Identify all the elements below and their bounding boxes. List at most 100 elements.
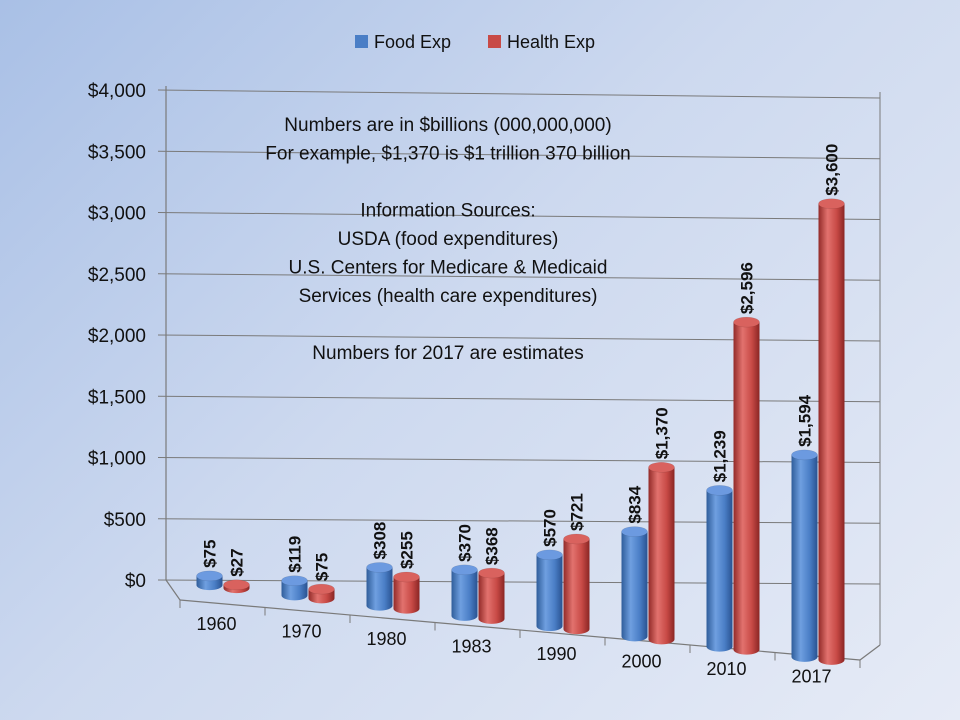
y-tick-label: $2,000 — [88, 326, 146, 347]
bar-top — [281, 575, 308, 586]
y-tick-labels: $0 $500 $1,000 $1,500 $2,000 $2,500 $3,000 $3,5… — [88, 81, 146, 592]
bar-top — [308, 583, 335, 595]
gridlines — [157, 89, 881, 585]
data-label: $721 — [568, 493, 587, 531]
data-label: $570 — [541, 509, 560, 547]
bar-body — [451, 569, 478, 621]
bar-top — [733, 316, 760, 328]
gridline — [157, 518, 881, 524]
data-label: $370 — [456, 524, 475, 562]
gridline — [157, 150, 881, 160]
annotation-line: U.S. Centers for Medicare & Medicaid — [289, 258, 608, 279]
y-tick-label: $0 — [125, 571, 146, 592]
bar-top — [818, 198, 845, 209]
bar-body — [563, 538, 590, 635]
annotation-line: Information Sources: — [360, 201, 535, 222]
data-label: $75 — [201, 540, 220, 568]
bar-body — [733, 322, 760, 655]
y-tick-label: $3,500 — [88, 142, 146, 163]
legend-label: Food Exp — [374, 32, 451, 52]
gridline — [157, 457, 881, 463]
bar-top — [706, 485, 733, 496]
bar-top — [223, 579, 250, 591]
bar-health-exp — [478, 567, 505, 624]
x-tick-label: 2017 — [791, 666, 831, 686]
bar-food-exp — [281, 575, 308, 601]
data-label: $834 — [626, 485, 645, 523]
bar-top — [621, 526, 648, 537]
bar-top — [196, 570, 223, 582]
y-tick-label: $4,000 — [88, 81, 146, 102]
x-tick-label: 1960 — [196, 614, 236, 634]
bar-body — [791, 454, 818, 662]
bar-top — [393, 571, 420, 583]
gridline — [157, 89, 881, 99]
bar-body — [706, 490, 733, 652]
data-label: $3,600 — [823, 144, 842, 196]
bar-top — [451, 564, 478, 576]
y-tick-label: $1,500 — [88, 387, 146, 408]
bar-body — [393, 577, 420, 614]
bar-body — [621, 531, 648, 642]
annotation-line: Numbers for 2017 are estimates — [312, 343, 583, 364]
y-tick-label: $500 — [104, 510, 146, 531]
annotation-line: Numbers are in $billions (000,000,000) — [284, 115, 611, 136]
bar-body — [536, 554, 563, 632]
bar-top — [648, 462, 675, 473]
bar-food-exp — [451, 564, 478, 621]
bar-food-exp — [536, 549, 563, 632]
x-tick-label: 1970 — [281, 621, 321, 641]
data-label: $308 — [371, 522, 390, 560]
bar-health-exp — [393, 571, 420, 614]
legend-label: Health Exp — [507, 32, 595, 52]
x-tick-label: 1980 — [366, 629, 406, 649]
bar-body — [281, 580, 308, 601]
floor-edge-right — [859, 644, 881, 661]
data-label: $1,370 — [653, 407, 672, 459]
annotation-line: USDA (food expenditures) — [338, 229, 559, 250]
data-label: $368 — [483, 527, 502, 565]
bar-top — [791, 449, 818, 461]
bar-body — [648, 467, 675, 645]
bar-food-exp — [706, 485, 733, 652]
bar-top — [563, 533, 590, 545]
bar-health-exp — [223, 579, 250, 594]
bar-body — [818, 203, 845, 665]
y-tick-label: $3,000 — [88, 204, 146, 225]
bar-health-exp — [563, 533, 590, 635]
gridline — [157, 579, 881, 585]
gridline — [157, 395, 881, 403]
bar-top — [478, 567, 505, 579]
data-label: $1,594 — [796, 394, 815, 447]
bar-health-exp — [648, 462, 675, 645]
x-tick-label: 2010 — [706, 659, 746, 679]
bar-top — [536, 549, 563, 561]
legend-swatch — [355, 35, 368, 48]
annotation-line: Services (health care expenditures) — [299, 286, 598, 307]
bar-food-exp — [196, 570, 223, 591]
x-tick-label: 2000 — [621, 651, 661, 671]
bars — [196, 198, 845, 665]
bar-top — [366, 562, 393, 573]
bar-body — [366, 567, 393, 611]
annotation-text: Numbers are in $billions (000,000,000) Fo… — [265, 115, 630, 364]
data-label: $255 — [398, 531, 417, 569]
gridline — [157, 273, 881, 281]
bar-body — [478, 573, 505, 624]
bar-health-exp — [308, 583, 335, 604]
bar-food-exp — [791, 449, 818, 662]
data-label: $2,596 — [738, 262, 757, 314]
bar-health-exp — [733, 316, 760, 655]
gridline — [157, 212, 881, 220]
x-tick-label: 1983 — [451, 636, 491, 656]
bar-health-exp — [818, 198, 845, 665]
bar-food-exp — [621, 526, 648, 642]
annotation-line: For example, $1,370 is $1 trillion 370 b… — [265, 144, 630, 165]
data-label: $119 — [286, 536, 305, 573]
legend-swatch — [488, 35, 501, 48]
floor-edge-left — [165, 579, 181, 601]
bar-food-exp — [366, 562, 393, 611]
x-tick-label: 1990 — [536, 644, 576, 664]
category-labels: 1960 1970 1980 1983 1990 2000 2010 2017 — [196, 614, 831, 687]
